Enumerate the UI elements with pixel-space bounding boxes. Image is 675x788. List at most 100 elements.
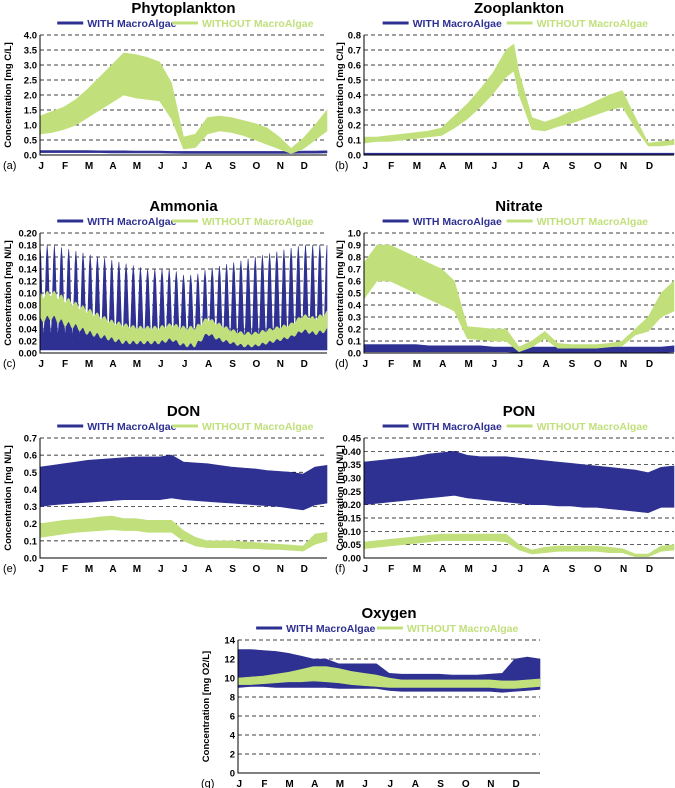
y-tick-label: 1.0 xyxy=(24,121,37,132)
legend: WITH MacroAlgae WITHOUT MacroAlgae xyxy=(256,623,519,635)
x-tick-label: S xyxy=(569,359,576,370)
y-axis-label: Concentration [mg N/L] xyxy=(335,445,346,551)
y-axis-label: Concentration [mg C/L] xyxy=(335,42,346,148)
x-tick-label: A xyxy=(311,779,318,788)
x-tick-label: S xyxy=(437,779,444,788)
legend-label-without: WITHOUT MacroAlgae xyxy=(407,623,519,635)
legend: WITH MacroAlgae WITHOUT MacroAlgae xyxy=(57,216,314,228)
series-band-without-macroalgae xyxy=(237,666,541,689)
x-tick-label: F xyxy=(388,359,394,370)
chart-title: Ammonia xyxy=(149,198,218,215)
y-tick-label: 2 xyxy=(230,750,235,761)
x-tick-label: J xyxy=(363,359,369,370)
y-tick-label: 0.02 xyxy=(19,337,38,348)
x-tick-label: J xyxy=(492,161,498,172)
legend-label-with: WITH MacroAlgae xyxy=(87,18,176,30)
x-tick-label: J xyxy=(387,779,393,788)
legend-label-with: WITH MacroAlgae xyxy=(413,421,502,433)
panel-label: (b) xyxy=(335,160,348,172)
panel-label: (e) xyxy=(3,563,16,575)
y-tick-label: 0.35 xyxy=(343,460,362,471)
y-tick-label: 0.4 xyxy=(348,301,362,312)
y-tick-label: 0.8 xyxy=(348,31,361,42)
x-tick-label: J xyxy=(158,564,164,575)
legend-label-without: WITHOUT MacroAlgae xyxy=(202,216,314,228)
x-tick-label: N xyxy=(487,779,494,788)
axes xyxy=(39,438,327,559)
x-tick-label: A xyxy=(543,564,550,575)
y-tick-label: 0.00 xyxy=(19,349,38,360)
y-axis-label: Concentration [mg O2/L] xyxy=(201,651,212,762)
y-tick-label: 0.08 xyxy=(19,301,38,312)
legend-label-without: WITHOUT MacroAlgae xyxy=(537,18,649,30)
y-tick-label: 0.7 xyxy=(24,434,37,445)
y-tick-label: 6 xyxy=(230,712,235,723)
panel-label: (a) xyxy=(3,160,16,172)
y-tick-label: 0.3 xyxy=(24,502,37,513)
x-tick-label: M xyxy=(464,564,472,575)
x-tick-label: S xyxy=(229,359,236,370)
chart-title: Phytoplankton xyxy=(131,0,235,17)
y-tick-label: 4 xyxy=(230,731,236,742)
x-tick-label: F xyxy=(261,779,267,788)
x-tick-label: M xyxy=(336,779,344,788)
y-tick-label: 0.00 xyxy=(343,554,362,565)
x-tick-label: J xyxy=(363,564,369,575)
legend: WITH MacroAlgae WITHOUT MacroAlgae xyxy=(57,18,314,30)
axes xyxy=(363,438,674,559)
y-tick-label: 0.25 xyxy=(343,487,362,498)
legend-label-with: WITH MacroAlgae xyxy=(87,421,176,433)
legend: WITH MacroAlgae WITHOUT MacroAlgae xyxy=(382,421,648,433)
y-tick-label: 0.1 xyxy=(348,337,362,348)
x-tick-label: J xyxy=(518,161,524,172)
x-tick-label: M xyxy=(413,564,421,575)
axes xyxy=(363,233,674,354)
x-tick-label: D xyxy=(646,359,653,370)
x-tick-label: J xyxy=(492,359,498,370)
series-band-without-macroalgae xyxy=(39,290,328,348)
y-tick-label: 0.5 xyxy=(348,289,362,300)
x-tick-label: A xyxy=(109,161,116,172)
x-tick-label: M xyxy=(85,359,93,370)
y-tick-label: 3.0 xyxy=(24,61,37,72)
panel-label: (c) xyxy=(3,358,16,370)
legend-label-with: WITH MacroAlgae xyxy=(413,18,502,30)
y-tick-label: 0.05 xyxy=(343,540,362,551)
y-tick-label: 0.1 xyxy=(24,536,38,547)
x-tick-label: A xyxy=(109,359,116,370)
y-tick-label: 0.04 xyxy=(19,325,38,336)
x-tick-label: A xyxy=(439,161,446,172)
series-band-with-macroalgae xyxy=(39,454,328,511)
legend: WITH MacroAlgae WITHOUT MacroAlgae xyxy=(57,421,314,433)
axes xyxy=(363,35,674,156)
y-tick-label: 0.06 xyxy=(19,313,38,324)
x-tick-label: A xyxy=(205,564,212,575)
x-tick-label: J xyxy=(158,359,164,370)
y-tick-label: 0 xyxy=(230,769,235,780)
y-tick-label: 1.5 xyxy=(24,106,38,117)
y-tick-label: 0.4 xyxy=(348,91,362,102)
x-tick-label: M xyxy=(285,779,293,788)
y-tick-label: 2.5 xyxy=(24,76,38,87)
axes xyxy=(39,233,327,354)
series-band-without-macroalgae xyxy=(39,515,328,552)
legend-label-with: WITH MacroAlgae xyxy=(87,216,176,228)
x-tick-label: O xyxy=(253,161,261,172)
y-axis-label: Concentration [mg C/L] xyxy=(3,42,14,148)
chart-title: Oxygen xyxy=(361,605,416,622)
y-tick-label: 0.6 xyxy=(24,451,37,462)
series-band-without-macroalgae xyxy=(39,52,328,154)
x-tick-label: N xyxy=(277,359,284,370)
x-tick-label: J xyxy=(158,161,164,172)
x-tick-label: A xyxy=(205,359,212,370)
y-tick-label: 0.15 xyxy=(343,514,362,525)
x-tick-label: D xyxy=(301,161,308,172)
y-tick-label: 0.20 xyxy=(343,500,362,511)
y-tick-label: 0.0 xyxy=(24,554,37,565)
legend-label-with: WITH MacroAlgae xyxy=(286,623,375,635)
y-tick-label: 0.7 xyxy=(348,46,361,57)
y-tick-label: 0.5 xyxy=(24,136,38,147)
